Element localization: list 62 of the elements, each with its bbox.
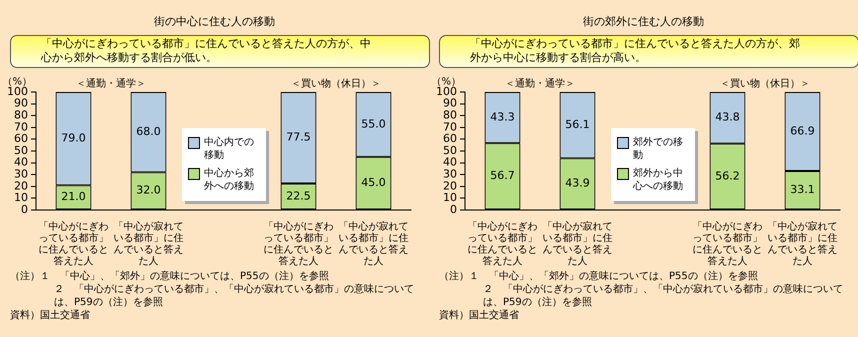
chart-title: 街の中心に住む人の移動 [153, 14, 276, 29]
x-tick-label: 「中心が寂れている都市」に住んでいると答えた人 [113, 220, 184, 267]
x-tick-label: 「中心が寂れている都市」に住んでいると答えた人 [542, 220, 612, 267]
y-tick-label: 50 [14, 144, 28, 157]
y-tick-label: 50 [442, 144, 457, 157]
legend-label: 中心から郊外への移動 [204, 167, 255, 193]
legend-label: 郊外での移動 [633, 136, 684, 162]
x-tick-label: 「中心が寂れている都市」に住んでいると答えた人 [338, 220, 408, 267]
legend-label: 郊外から中心への移動 [633, 167, 684, 193]
x-tick-label: 「中心がにぎわっている都市」に住んでいると答えた人 [38, 220, 108, 267]
y-tick-label: 90 [442, 96, 457, 110]
y-tick-label: 80 [442, 108, 457, 122]
y-tick-label: 20 [442, 179, 457, 192]
data-label: 43.9 [565, 176, 590, 190]
chart-subtitle: 「中心がにぎわっている都市」に住んでいると答えた人の方が、郊外から中心に移動する割合が高い。 [439, 35, 858, 68]
y-tick-label: 60 [442, 132, 457, 146]
chart-title: 街の郊外に住む人の移動 [582, 14, 705, 29]
data-label: 77.5 [286, 130, 311, 144]
y-tick-label: 90 [14, 96, 28, 110]
text: ＜通勤・通学＞ [504, 78, 575, 90]
y-tick-label: 10 [14, 191, 28, 204]
data-label: 56.2 [715, 169, 740, 182]
data-label: 21.0 [61, 190, 86, 204]
text: 資料）国土交通省 [439, 309, 520, 322]
text: ２ 「中心がにぎわっている都市」、「中心が寂れている都市」の意味については、P59の（注）を参照 [482, 283, 844, 309]
x-tick-label: 「中心がにぎわっている都市」に住んでいると答えた人 [692, 220, 762, 267]
chart-subtitle: 「中心がにぎわっている都市」に住んでいると答えた人の方が、中心から郊外へ移動する割合が低い。 [10, 35, 430, 68]
text: ＜通勤・通学＞ [76, 78, 146, 90]
text: ２ 「中心がにぎわっている都市」、「中心が寂れている都市」の意味については、P59の（注）を参照 [53, 283, 415, 309]
text: 資料）国土交通省 [10, 309, 91, 322]
y-tick-label: 0 [20, 202, 28, 216]
x-tick-label: 「中心がにぎわっている都市」に住んでいると答えた人 [264, 220, 334, 267]
y-tick-label: 70 [14, 120, 28, 134]
text: （注）１ 「中心」、「郊外」の意味については、P55の（注）を参照 [439, 270, 759, 283]
y-tick-label: 60 [14, 132, 28, 146]
data-label: 22.5 [286, 189, 311, 202]
data-label: 33.1 [790, 183, 815, 196]
data-label: 56.7 [490, 169, 515, 182]
legend-label: 中心内での移動 [204, 136, 255, 162]
data-label: 79.0 [61, 131, 86, 144]
data-label: 32.0 [136, 184, 161, 197]
y-tick-label: 70 [442, 120, 457, 134]
y-tick-label: 30 [14, 167, 28, 180]
data-label: 45.0 [361, 176, 386, 190]
y-tick-label: 20 [14, 179, 28, 192]
y-tick-label: 40 [442, 156, 457, 169]
data-label: 55.0 [361, 117, 386, 130]
x-tick-label: 「中心が寂れている都市」に住んでいると答えた人 [768, 220, 838, 267]
data-label: 56.1 [565, 118, 590, 131]
y-tick-label: 40 [14, 156, 28, 169]
data-label: 43.8 [715, 110, 740, 124]
text: ＜買い物（休日）＞ [291, 78, 381, 90]
y-tick-label: 0 [450, 202, 457, 216]
data-label: 68.0 [136, 124, 161, 138]
y-tick-label: 80 [14, 108, 28, 122]
text: （注）１ 「中心」、「郊外」の意味については、P55の（注）を参照 [10, 270, 330, 283]
text: ＜買い物（休日）＞ [720, 78, 810, 90]
y-tick-label: 10 [442, 191, 457, 204]
x-tick-label: 「中心がにぎわっている都市」に住んでいると答えた人 [467, 220, 538, 267]
data-label: 43.3 [490, 110, 515, 124]
data-label: 66.9 [790, 124, 815, 138]
y-tick-label: 30 [442, 167, 457, 180]
